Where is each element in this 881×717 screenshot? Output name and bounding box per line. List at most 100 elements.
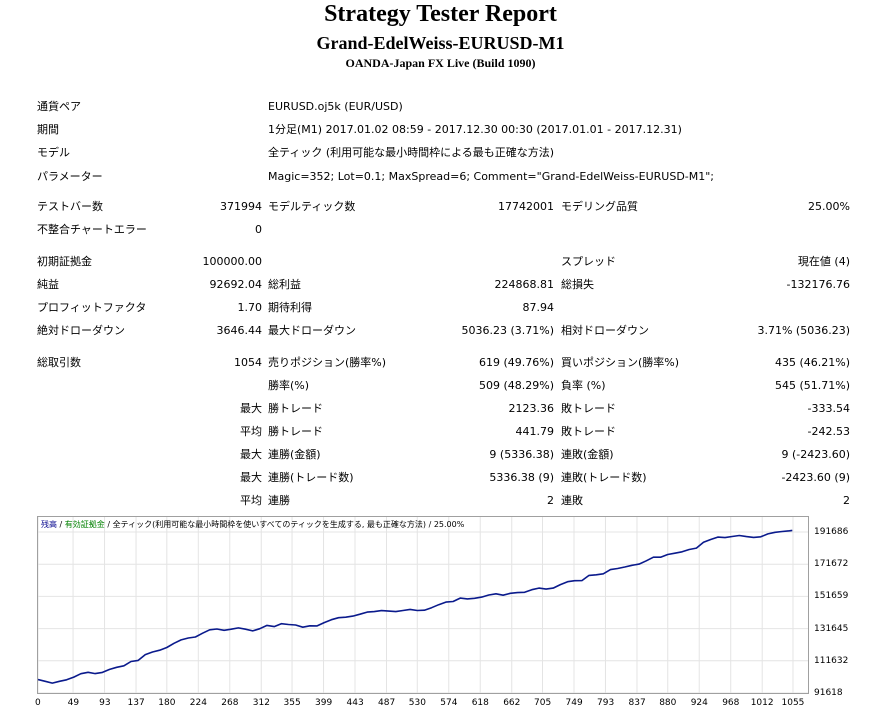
- chart-legend: 残高 / 有効証拠金 / 全ティック(利用可能な最小時間枠を使いすべてのティック…: [41, 520, 464, 530]
- balance-series-line: [38, 529, 793, 684]
- x-tick-label: 837: [628, 698, 646, 708]
- model-quality-value: 25.00%: [808, 200, 850, 213]
- initial-deposit-value: 100000.00: [202, 255, 263, 268]
- max-consec-losses-count-label: 連敗(トレード数): [561, 471, 647, 484]
- net-profit-value: 92692.04: [209, 278, 263, 291]
- total-trades-value: 1054: [234, 356, 262, 369]
- legend-margin: 有効証拠金: [64, 520, 105, 529]
- x-tick-label: 530: [408, 698, 426, 708]
- x-tick-label: 705: [534, 698, 552, 708]
- y-tick-label: 191686: [814, 527, 849, 537]
- legend-model: 全ティック(利用可能な最小時間枠を使いすべてのティックを生成する, 最も正確な方…: [112, 520, 427, 529]
- profit-factor-label: プロフィットファクタ: [37, 301, 147, 314]
- max-consec-losses-amount-value: 9 (-2423.60): [781, 448, 850, 461]
- y-tick-label: 111632: [814, 655, 849, 666]
- x-tick-label: 268: [221, 698, 239, 708]
- x-tick-label: 180: [158, 698, 176, 708]
- largest-loss-value: -333.54: [807, 402, 850, 415]
- period-value: 1分足(M1) 2017.01.02 08:59 - 2017.12.30 00…: [268, 123, 682, 136]
- balance-chart-plot: [38, 517, 808, 693]
- mismatch-errors-label: 不整合チャートエラー: [37, 223, 147, 236]
- x-tick-label: 749: [565, 698, 583, 708]
- initial-deposit-label: 初期証拠金: [37, 255, 92, 268]
- max-consec-wins-amount-label: 連勝(金額): [268, 448, 321, 461]
- parameters-value: Magic=352; Lot=0.1; MaxSpread=6; Comment…: [268, 170, 715, 183]
- gross-profit-label: 総利益: [268, 278, 301, 291]
- avg-consec-wins-label: 連勝: [268, 494, 290, 507]
- x-tick-label: 312: [252, 698, 270, 708]
- x-tick-label: 355: [283, 698, 301, 708]
- average-prefix: 平均: [240, 425, 262, 438]
- max-consec-losses-amount-label: 連敗(金額): [561, 448, 614, 461]
- mismatch-errors-value: 0: [255, 223, 262, 236]
- model-label: モデル: [37, 146, 70, 159]
- largest-win-label: 勝トレード: [268, 402, 323, 415]
- max-consec-count-prefix: 最大: [240, 471, 262, 484]
- report-title: Strategy Tester Report: [324, 1, 557, 27]
- server-name: OANDA-Japan FX Live (Build 1090): [345, 56, 536, 70]
- relative-drawdown-label: 相対ドローダウン: [561, 324, 649, 337]
- parameters-label: パラメーター: [37, 170, 103, 183]
- x-tick-label: 1055: [781, 698, 805, 708]
- spread-value: 現在値 (4): [797, 255, 850, 268]
- legend-separator-1: /: [57, 520, 65, 529]
- x-tick-label: 618: [471, 698, 489, 708]
- avg-consec-losses-value: 2: [843, 494, 850, 507]
- avg-consec-wins-value: 2: [547, 494, 554, 507]
- legend-quality: / 25.00%: [426, 520, 465, 529]
- average-loss-value: -242.53: [807, 425, 850, 438]
- largest-win-value: 2123.36: [508, 402, 555, 415]
- report-subtitle: Grand-EdelWeiss-EURUSD-M1: [316, 33, 565, 53]
- gross-loss-label: 総損失: [561, 278, 594, 291]
- model-value: 全ティック (利用可能な最小時間枠による最も正確な方法): [268, 146, 555, 159]
- x-tick-label: 49: [67, 698, 80, 708]
- symbol-value: EURUSD.oj5k (EUR/USD): [268, 100, 403, 113]
- symbol-label: 通貨ペア: [37, 100, 81, 113]
- total-trades-label: 総取引数: [37, 356, 81, 369]
- period-label: 期間: [37, 123, 59, 136]
- test-bars-value: 371994: [220, 200, 262, 213]
- loss-rate-label: 負率 (%): [561, 379, 606, 392]
- max-consec-wins-amount-value: 9 (5336.38): [489, 448, 554, 461]
- max-consec-losses-count-value: -2423.60 (9): [781, 471, 850, 484]
- x-tick-label: 968: [722, 698, 740, 708]
- absolute-drawdown-value: 3646.44: [216, 324, 263, 337]
- balance-chart: 残高 / 有効証拠金 / 全ティック(利用可能な最小時間枠を使いすべてのティック…: [37, 516, 809, 694]
- largest-loss-label: 敗トレード: [561, 402, 616, 415]
- y-tick-label: 91618: [814, 688, 843, 698]
- win-rate-value: 509 (48.29%): [478, 379, 554, 392]
- relative-drawdown-value: 3.71% (5036.23): [757, 324, 850, 337]
- average-loss-label: 敗トレード: [561, 425, 616, 438]
- x-tick-label: 137: [127, 698, 145, 708]
- profit-factor-value: 1.70: [237, 301, 263, 314]
- x-tick-label: 93: [99, 698, 111, 708]
- x-tick-label: 880: [659, 698, 677, 708]
- x-tick-label: 0: [35, 698, 41, 708]
- loss-rate-value: 545 (51.71%): [774, 379, 850, 392]
- model-ticks-value: 17742001: [498, 200, 554, 213]
- expected-payoff-value: 87.94: [522, 301, 555, 314]
- legend-separator-2: /: [104, 520, 113, 529]
- average-win-label: 勝トレード: [268, 425, 323, 438]
- test-bars-label: テストバー数: [37, 200, 103, 213]
- max-consec-wins-count-label: 連勝(トレード数): [268, 471, 354, 484]
- long-positions-value: 435 (46.21%): [774, 356, 850, 369]
- y-tick-label: 131645: [814, 623, 849, 634]
- win-rate-label: 勝率(%): [268, 379, 310, 392]
- max-consec-amount-prefix: 最大: [240, 448, 262, 461]
- y-tick-label: 151659: [814, 591, 849, 602]
- x-tick-label: 793: [597, 698, 615, 708]
- x-tick-label: 1012: [750, 698, 774, 708]
- legend-balance: 残高: [41, 520, 57, 529]
- x-tick-label: 224: [189, 698, 207, 708]
- max-drawdown-value: 5036.23 (3.71%): [461, 324, 554, 337]
- max-drawdown-label: 最大ドローダウン: [268, 324, 356, 337]
- model-ticks-label: モデルティック数: [268, 200, 356, 213]
- largest-prefix: 最大: [240, 402, 262, 415]
- x-tick-label: 443: [346, 698, 364, 708]
- absolute-drawdown-label: 絶対ドローダウン: [37, 324, 125, 337]
- x-tick-label: 399: [315, 698, 333, 708]
- spread-label: スプレッド: [561, 255, 616, 268]
- avg-consec-losses-label: 連敗: [561, 494, 583, 507]
- avg-consec-prefix: 平均: [240, 494, 262, 507]
